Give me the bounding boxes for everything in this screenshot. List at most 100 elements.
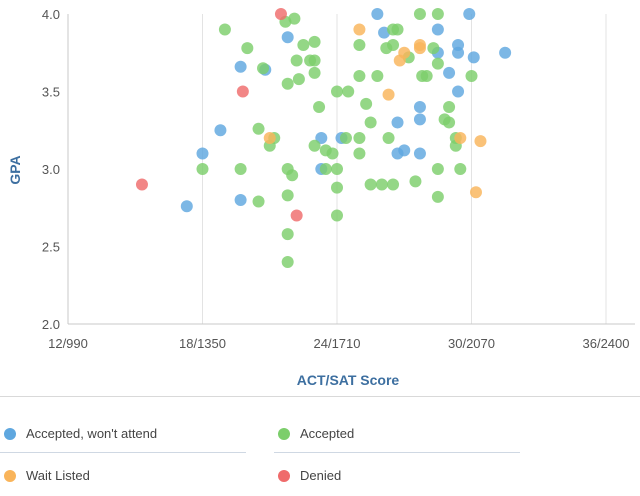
data-point[interactable] [342, 85, 355, 98]
data-point[interactable] [257, 62, 270, 75]
data-point[interactable] [292, 73, 305, 86]
data-point[interactable] [499, 46, 512, 59]
data-point[interactable] [297, 39, 310, 51]
data-point[interactable] [313, 101, 326, 113]
data-point[interactable] [274, 8, 287, 20]
y-tick-label: 3.5 [42, 85, 60, 100]
data-point[interactable] [308, 139, 321, 152]
data-point[interactable] [281, 77, 294, 90]
data-point[interactable] [375, 178, 388, 191]
data-point[interactable] [286, 169, 299, 182]
data-point[interactable] [413, 42, 426, 55]
data-point[interactable] [465, 70, 478, 82]
data-point[interactable] [353, 23, 366, 36]
data-point[interactable] [326, 147, 339, 160]
data-point[interactable] [387, 39, 400, 51]
data-point[interactable] [454, 163, 467, 175]
data-point[interactable] [431, 163, 444, 175]
data-point[interactable] [281, 256, 294, 268]
data-point[interactable] [288, 12, 301, 25]
data-point[interactable] [413, 113, 426, 126]
data-point[interactable] [353, 132, 366, 144]
data-point[interactable] [469, 186, 482, 199]
data-point[interactable] [409, 175, 422, 188]
data-point[interactable] [391, 23, 404, 36]
x-tick-label: 36/2400 [583, 336, 630, 351]
data-point[interactable] [364, 116, 377, 129]
data-point[interactable] [234, 194, 247, 206]
data-point[interactable] [382, 132, 395, 144]
legend-item-accepted-wont-attend[interactable]: Accepted, won't attend [4, 426, 157, 441]
y-tick-label: 2.0 [42, 317, 60, 332]
data-point[interactable] [180, 200, 193, 213]
data-point[interactable] [331, 163, 343, 175]
data-point[interactable] [331, 85, 343, 98]
data-point[interactable] [308, 35, 321, 48]
data-point[interactable] [236, 85, 249, 98]
data-point[interactable] [467, 51, 480, 64]
x-axis-title: ACT/SAT Score [297, 372, 400, 388]
data-point[interactable] [196, 147, 209, 160]
data-point[interactable] [353, 39, 366, 51]
data-point[interactable] [339, 132, 352, 144]
data-point[interactable] [353, 70, 366, 82]
data-point[interactable] [218, 23, 231, 36]
data-point[interactable] [431, 23, 444, 36]
data-point[interactable] [443, 101, 456, 113]
legend-marker [4, 469, 16, 482]
data-point[interactable] [315, 132, 328, 144]
data-point[interactable] [398, 144, 411, 157]
legend-item-accepted[interactable]: Accepted [278, 426, 354, 441]
data-point[interactable] [308, 66, 321, 79]
data-point[interactable] [241, 42, 254, 55]
data-point[interactable] [431, 190, 444, 203]
data-point[interactable] [135, 178, 148, 191]
data-point[interactable] [413, 147, 426, 160]
data-point[interactable] [252, 195, 265, 208]
data-point[interactable] [463, 8, 476, 20]
data-point[interactable] [364, 178, 377, 191]
legend: Accepted, won't attend Accepted Wait Lis… [0, 396, 640, 496]
legend-label: Wait Listed [26, 468, 90, 483]
data-point[interactable] [331, 181, 343, 194]
data-point[interactable] [391, 116, 404, 129]
data-point[interactable] [431, 8, 444, 20]
data-point[interactable] [281, 228, 294, 241]
data-point[interactable] [319, 163, 332, 175]
data-point[interactable] [290, 209, 303, 222]
data-point[interactable] [387, 178, 400, 191]
legend-item-denied[interactable]: Denied [278, 468, 341, 483]
data-point[interactable] [353, 147, 366, 160]
data-point[interactable] [452, 85, 465, 98]
data-point[interactable] [371, 8, 384, 20]
data-point[interactable] [454, 132, 467, 144]
data-point[interactable] [234, 60, 247, 73]
data-point[interactable] [452, 46, 465, 59]
data-point[interactable] [382, 88, 395, 101]
data-point[interactable] [398, 46, 411, 59]
data-point[interactable] [474, 135, 487, 148]
data-point[interactable] [443, 66, 456, 79]
data-point[interactable] [263, 132, 276, 144]
data-point[interactable] [371, 70, 384, 82]
legend-underline [0, 452, 246, 453]
data-point[interactable] [443, 116, 456, 129]
data-point[interactable] [331, 209, 343, 222]
data-point[interactable] [413, 8, 426, 20]
legend-item-wait-listed[interactable]: Wait Listed [4, 468, 90, 483]
data-point[interactable] [360, 97, 373, 110]
data-point[interactable] [413, 101, 426, 113]
data-point[interactable] [252, 122, 265, 135]
data-point[interactable] [281, 189, 294, 202]
y-tick-label: 2.5 [42, 240, 60, 255]
data-point[interactable] [431, 57, 444, 70]
data-point[interactable] [420, 70, 433, 82]
data-point[interactable] [234, 163, 247, 175]
data-point[interactable] [427, 42, 440, 55]
data-point[interactable] [214, 124, 227, 137]
legend-label: Accepted, won't attend [26, 426, 158, 441]
data-point[interactable] [281, 31, 294, 44]
data-point[interactable] [290, 54, 303, 67]
data-point[interactable] [304, 54, 317, 67]
data-point[interactable] [196, 163, 209, 175]
